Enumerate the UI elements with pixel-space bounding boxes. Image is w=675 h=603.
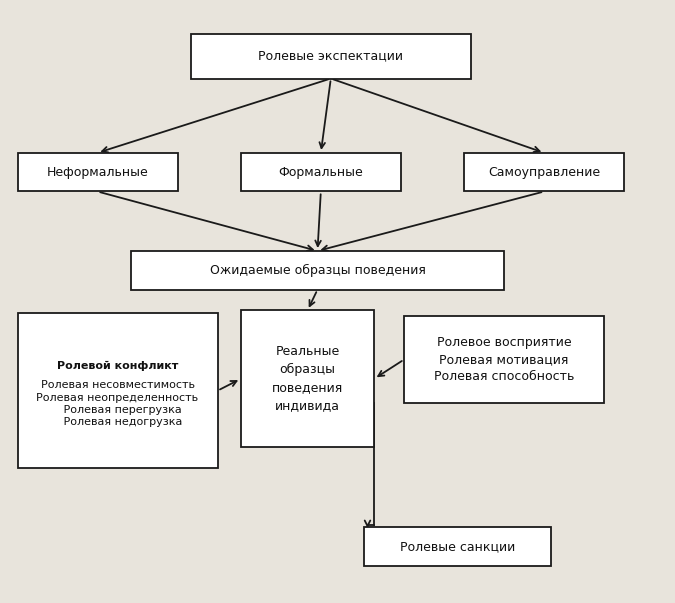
Text: Неформальные: Неформальные: [47, 166, 148, 178]
FancyBboxPatch shape: [131, 251, 504, 289]
Text: Ролевой конфликт: Ролевой конфликт: [57, 361, 178, 371]
FancyBboxPatch shape: [364, 528, 551, 566]
Text: Ролевые экспектации: Ролевые экспектации: [259, 49, 404, 63]
Text: Ролевое восприятие
Ролевая мотивация
Ролевая способность: Ролевое восприятие Ролевая мотивация Рол…: [434, 336, 574, 383]
Text: Реальные
образцы
поведения
индивида: Реальные образцы поведения индивида: [272, 346, 343, 412]
Text: Ожидаемые образцы поведения: Ожидаемые образцы поведения: [209, 264, 425, 277]
FancyBboxPatch shape: [191, 34, 471, 78]
FancyBboxPatch shape: [404, 317, 604, 403]
Text: Формальные: Формальные: [279, 166, 363, 178]
Text: Самоуправление: Самоуправление: [488, 166, 600, 178]
FancyBboxPatch shape: [241, 153, 401, 192]
Text: Ролевые санкции: Ролевые санкции: [400, 540, 515, 554]
FancyBboxPatch shape: [241, 311, 374, 447]
FancyBboxPatch shape: [18, 153, 178, 192]
FancyBboxPatch shape: [18, 314, 217, 468]
Text: Ролевая несовместимость
Ролевая неопределенность
   Ролевая перегрузка
   Ролева: Ролевая несовместимость Ролевая неопреде…: [36, 380, 198, 428]
FancyBboxPatch shape: [464, 153, 624, 192]
